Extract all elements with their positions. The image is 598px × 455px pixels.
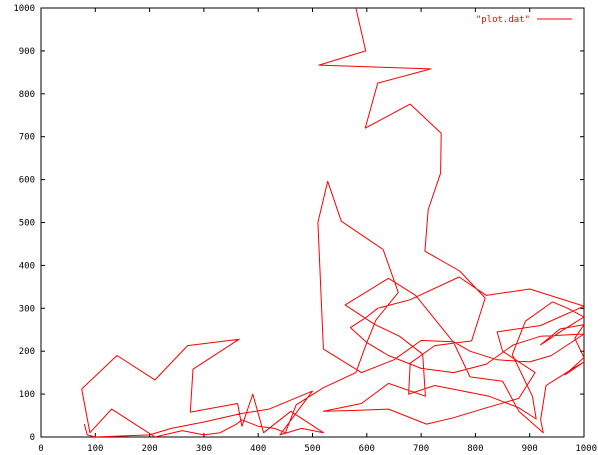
y-tick-label: 200	[19, 347, 35, 357]
x-tick-label: 800	[467, 444, 483, 454]
y-tick-label: 0	[30, 433, 35, 443]
y-tick-label: 100	[19, 390, 35, 400]
x-tick-label: 1000	[575, 444, 597, 454]
series-layer	[81, 8, 584, 437]
y-tick-label: 600	[19, 176, 35, 186]
y-tick-label: 700	[19, 133, 35, 143]
series-line	[81, 8, 584, 437]
x-tick-label: 0	[38, 444, 43, 454]
x-tick-label: 900	[522, 444, 538, 454]
x-tick-label: 600	[359, 444, 375, 454]
y-tick-label: 1000	[13, 4, 35, 14]
y-tick-label: 900	[19, 47, 35, 57]
legend-label: "plot.dat"	[476, 15, 530, 25]
y-tick-label: 400	[19, 261, 35, 271]
x-axis: 0 100 200 300 400 500 600 700 800 900 1000	[38, 8, 597, 454]
x-tick-label: 300	[196, 444, 212, 454]
y-tick-label: 300	[19, 304, 35, 314]
x-tick-label: 200	[141, 444, 157, 454]
y-axis: 0 100 200 300 400 500 600 700 800 900 1000	[13, 4, 584, 443]
y-tick-label: 500	[19, 219, 35, 229]
x-tick-label: 400	[250, 444, 266, 454]
x-tick-label: 500	[304, 444, 320, 454]
legend: "plot.dat"	[476, 15, 572, 25]
y-tick-label: 800	[19, 90, 35, 100]
x-tick-label: 100	[87, 444, 103, 454]
x-tick-label: 700	[413, 444, 429, 454]
